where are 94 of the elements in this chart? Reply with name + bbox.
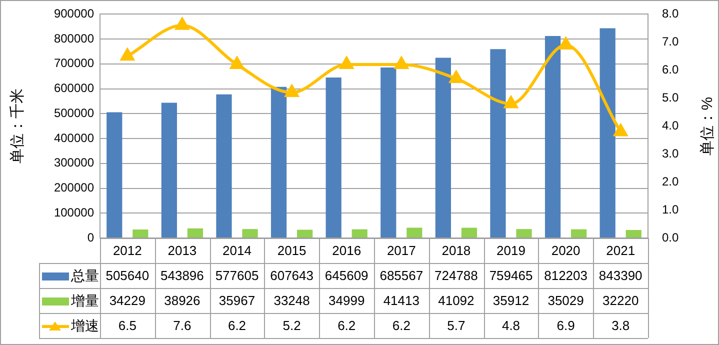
y2-tick-label: 2.0: [662, 174, 680, 188]
bar: [297, 230, 313, 238]
bar: [380, 68, 396, 238]
point: [450, 71, 463, 84]
y-tick-label: 0: [87, 230, 94, 244]
y-tick-label: 100000: [54, 205, 94, 220]
point: [230, 57, 244, 70]
x-tick-label: 2014: [222, 243, 252, 258]
y2-tick-label: 7.0: [662, 34, 680, 48]
data-label: 35967: [218, 293, 256, 308]
x-tick-label: 2012: [112, 243, 142, 258]
data-label: 607643: [270, 268, 314, 284]
data-label: 41413: [383, 293, 420, 308]
data-label: 724788: [434, 268, 478, 284]
bar: [626, 230, 642, 238]
legend-label: 总量: [70, 267, 99, 284]
y2-tick-label: 4.0: [662, 118, 680, 132]
bar: [242, 229, 258, 238]
data-label: 6.5: [118, 318, 136, 334]
data-label: 35912: [492, 293, 530, 308]
bar: [187, 228, 204, 238]
data-label: 38926: [164, 293, 200, 308]
data-label: 5.2: [282, 318, 301, 334]
data-label: 5.7: [447, 318, 466, 334]
bar: [516, 229, 532, 238]
data-label: 6.2: [338, 318, 356, 334]
y2-tick-label: 8.0: [662, 6, 680, 21]
x-tick-label: 2017: [386, 243, 416, 258]
y2-tick-label: 5.0: [662, 90, 680, 104]
data-label: 34999: [328, 293, 365, 308]
point: [176, 18, 189, 30]
data-label: 34229: [109, 293, 146, 308]
point: [394, 57, 408, 70]
y2-axis-title: 单位：%: [699, 96, 716, 156]
point: [614, 124, 628, 136]
y2-tick-label: 0.0: [662, 230, 680, 244]
y-tick-label: 700000: [54, 56, 94, 70]
y-tick-label: 600000: [54, 81, 94, 96]
data-label: 33248: [274, 293, 310, 308]
point: [120, 48, 134, 61]
data-label: 812203: [544, 268, 588, 284]
x-tick-label: 2019: [496, 243, 526, 258]
data-label: 6.2: [392, 318, 410, 334]
point: [285, 85, 298, 98]
bar: [461, 228, 478, 238]
data-label: 645609: [324, 268, 368, 284]
y-tick-label: 800000: [54, 31, 94, 46]
data-label: 6.2: [228, 318, 246, 334]
bar: [544, 36, 561, 238]
y2-tick-label: 1.0: [662, 202, 680, 216]
y-tick-label: 500000: [54, 106, 94, 120]
x-tick-label: 2013: [168, 243, 197, 258]
bar: [406, 228, 422, 238]
bar: [161, 102, 177, 238]
bar: [571, 229, 587, 238]
data-label: 843390: [598, 268, 642, 284]
data-label: 32220: [602, 293, 639, 308]
y-tick-label: 200000: [54, 180, 94, 195]
data-label: 759465: [489, 268, 533, 284]
data-label: 3.8: [612, 318, 630, 334]
y2-tick-label: 3.0: [662, 146, 680, 160]
legend-label: 增速: [70, 317, 99, 334]
x-tick-label: 2015: [277, 243, 306, 258]
bar: [132, 229, 148, 238]
bar: [106, 112, 122, 238]
bar: [435, 58, 451, 238]
legend-label: 增量: [70, 292, 99, 308]
bar: [216, 94, 232, 238]
y2-tick-label: 6.0: [662, 62, 680, 76]
x-tick-label: 2016: [332, 243, 362, 258]
y-tick-label: 900000: [54, 6, 94, 21]
data-label: 4.8: [502, 318, 520, 334]
data-label: 6.9: [556, 318, 575, 334]
x-tick-label: 2018: [442, 243, 471, 258]
data-label: 41092: [438, 293, 474, 308]
point: [504, 96, 518, 108]
x-tick-label: 2020: [551, 243, 580, 258]
data-label: 35029: [548, 293, 584, 308]
x-tick-label: 2021: [606, 243, 636, 258]
data-label: 7.6: [173, 318, 192, 334]
data-label: 685567: [380, 268, 424, 284]
point: [559, 37, 572, 50]
bar: [352, 229, 368, 238]
y-axis-title: 单位：千米: [9, 88, 26, 164]
bar: [490, 49, 506, 238]
data-label: 505640: [106, 268, 150, 284]
data-label: 577605: [215, 268, 259, 284]
data-label: 543896: [160, 268, 204, 284]
y-tick-label: 400000: [54, 130, 94, 145]
point: [340, 57, 354, 70]
bar: [326, 77, 342, 238]
y-tick-label: 300000: [54, 156, 94, 170]
bar: [600, 28, 616, 238]
bar: [270, 86, 287, 238]
